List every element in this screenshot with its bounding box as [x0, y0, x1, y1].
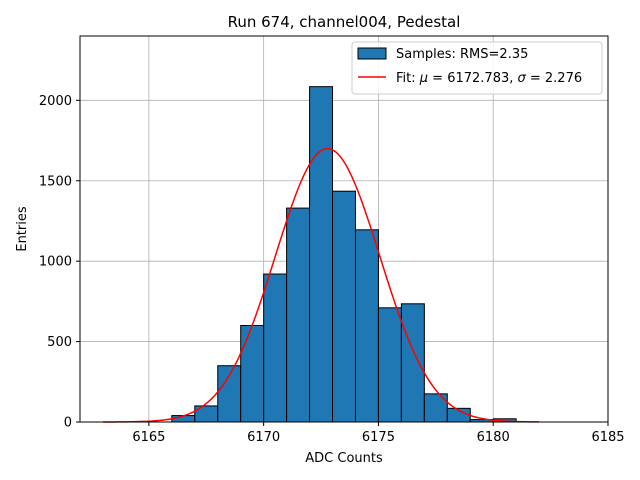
- y-axis-label: Entries: [15, 206, 30, 252]
- x-axis-label: ADC Counts: [305, 451, 383, 466]
- histogram-bars: [171, 86, 517, 423]
- legend-fit-sigma-symbol: σ: [518, 71, 527, 86]
- histogram-bar-6176: [400, 303, 425, 423]
- histogram-bar-6173: [332, 190, 356, 423]
- x-tick-label-6185: 6185: [591, 430, 624, 445]
- legend-fit-sigma-value: = 2.276: [526, 71, 582, 86]
- legend: Samples: RMS=2.35 Fit: μ = 6172.783, σ =…: [351, 41, 603, 95]
- y-tick-label-2000: 2000: [39, 94, 72, 109]
- plot-frame: [79, 35, 609, 423]
- legend-histogram-label: Samples: RMS=2.35: [396, 47, 528, 62]
- y-tick-label-1000: 1000: [39, 255, 72, 270]
- legend-fit-mu-value: = 6172.783,: [428, 71, 517, 86]
- y-tick-label-0: 0: [64, 416, 72, 431]
- legend-fit-mu-symbol: μ: [419, 71, 428, 86]
- legend-box: [351, 41, 603, 95]
- x-tick-label-6165: 6165: [132, 430, 165, 445]
- histogram-bar-6175: [377, 307, 402, 423]
- histogram-bar-6174: [354, 229, 379, 423]
- legend-histogram-swatch: [357, 47, 387, 60]
- histogram-bar-6170: [263, 273, 288, 423]
- histogram-bar-6171: [286, 207, 311, 423]
- y-axis-ticks: 0 500 1000 1500 2000: [39, 94, 80, 431]
- x-tick-label-6175: 6175: [362, 430, 395, 445]
- x-axis-ticks: 6165 6170 6175 6180 6185: [132, 422, 625, 445]
- fit-curve: [102, 147, 540, 423]
- fit-curve-group: [102, 147, 540, 423]
- legend-fit-prefix: Fit:: [396, 71, 420, 86]
- chart-title: Run 674, channel004, Pedestal: [228, 13, 461, 31]
- x-tick-label-6180: 6180: [477, 430, 510, 445]
- x-tick-label-6170: 6170: [247, 430, 280, 445]
- histogram-bar-6172: [309, 86, 334, 423]
- legend-fit-label: Fit: μ = 6172.783, σ = 2.276: [396, 71, 582, 86]
- histogram-bar-6169: [240, 325, 265, 423]
- y-tick-label-1500: 1500: [39, 174, 72, 189]
- y-tick-label-500: 500: [47, 335, 72, 350]
